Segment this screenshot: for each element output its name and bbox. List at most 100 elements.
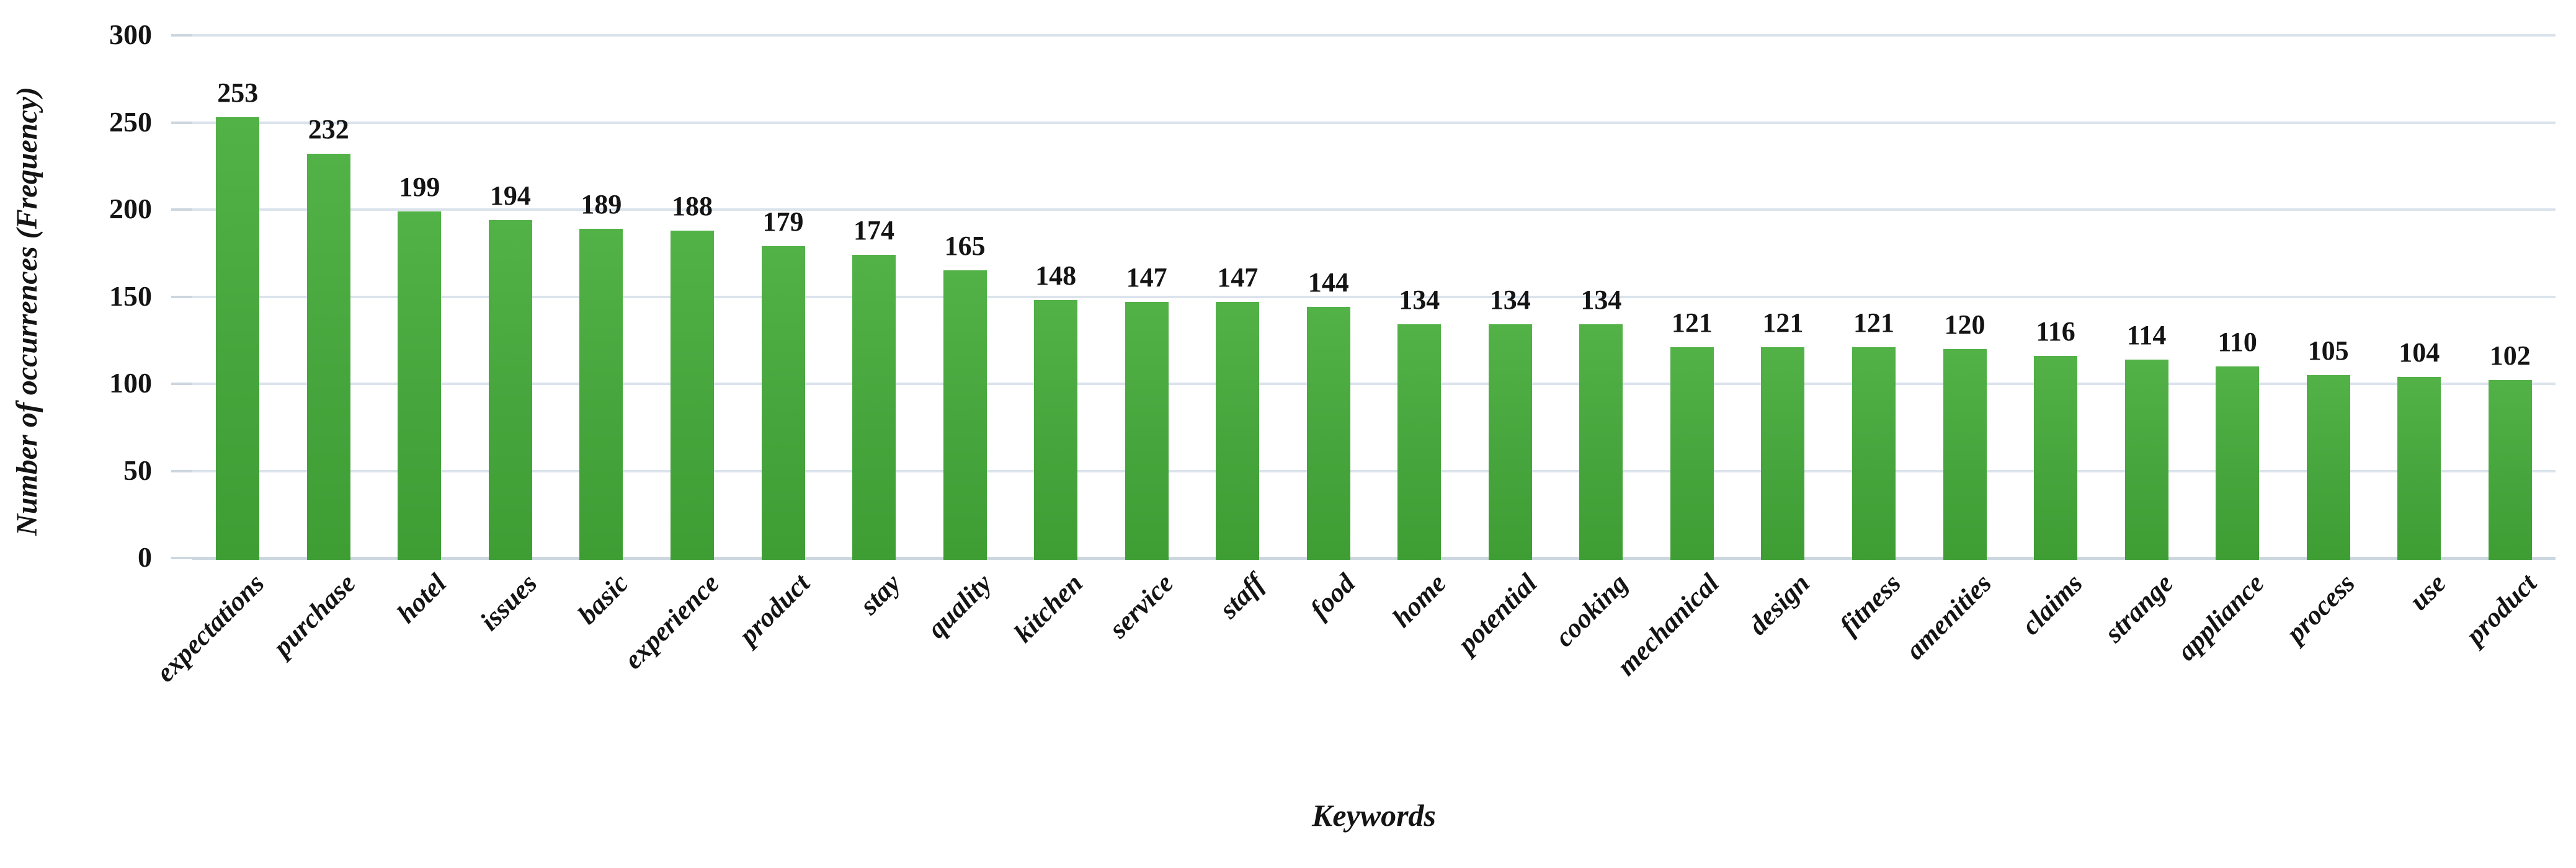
y-axis-tick-mark bbox=[171, 383, 192, 385]
bar-value-label: 102 bbox=[2489, 340, 2531, 371]
x-category-label: hotel bbox=[391, 567, 452, 629]
x-category-label: stay bbox=[853, 567, 907, 621]
y-axis-tick-label: 0 bbox=[138, 541, 152, 573]
bar-value-label: 144 bbox=[1308, 267, 1349, 298]
bar-6-experience bbox=[670, 230, 714, 560]
bar-value-label: 189 bbox=[581, 188, 622, 219]
y-axis-tick-label: 300 bbox=[109, 19, 152, 50]
x-category-label: strange bbox=[2098, 567, 2180, 649]
bar-value-label: 174 bbox=[853, 215, 895, 246]
bar-value-label: 121 bbox=[1762, 307, 1804, 338]
bar-10-kitchen bbox=[1034, 300, 1078, 560]
bar-11-service bbox=[1125, 301, 1169, 560]
bar-value-label: 134 bbox=[1489, 285, 1531, 316]
x-category-label: service bbox=[1103, 567, 1180, 644]
bar-value-label: 121 bbox=[1853, 307, 1894, 338]
bar-21-claims bbox=[2034, 356, 2078, 560]
bar-2-purchase bbox=[306, 154, 350, 560]
x-category-label: home bbox=[1386, 567, 1452, 634]
x-category-label: quality bbox=[921, 567, 998, 644]
bar-15-potential bbox=[1488, 324, 1532, 560]
y-axis-tick-label: 250 bbox=[109, 105, 152, 138]
bar-25-use bbox=[2397, 376, 2441, 560]
bar-4-issues bbox=[488, 219, 532, 560]
bar-24-process bbox=[2306, 374, 2350, 560]
bar-18-design bbox=[1761, 347, 1805, 560]
x-category-label: design bbox=[1742, 567, 1816, 641]
bar-value-label: 232 bbox=[308, 114, 349, 145]
x-category-label: potential bbox=[1451, 567, 1543, 659]
y-axis-tick-label: 50 bbox=[123, 454, 152, 486]
x-category-label: basic bbox=[571, 567, 634, 631]
x-axis-baseline bbox=[192, 556, 2556, 560]
bar-value-label: 121 bbox=[1671, 307, 1713, 338]
x-category-label: experience bbox=[617, 567, 725, 675]
bar-19-fitness bbox=[1852, 347, 1896, 560]
bar-value-label: 134 bbox=[1399, 285, 1440, 316]
x-category-label: appliance bbox=[2171, 567, 2270, 666]
bar-value-label: 253 bbox=[217, 78, 259, 108]
gridline bbox=[192, 383, 2556, 385]
x-category-label: issues bbox=[474, 567, 543, 637]
bar-value-label: 114 bbox=[2126, 319, 2167, 350]
x-category-label: product bbox=[2460, 567, 2543, 651]
gridline bbox=[192, 295, 2556, 298]
x-category-label: cooking bbox=[1549, 567, 1634, 653]
bar-13-food bbox=[1306, 307, 1350, 560]
y-axis-tick-label: 150 bbox=[109, 280, 152, 312]
bar-value-label: 179 bbox=[762, 206, 804, 237]
y-axis-tick-label: 200 bbox=[109, 193, 152, 224]
x-category-label: product bbox=[733, 567, 816, 651]
x-category-label: use bbox=[2403, 567, 2452, 616]
bar-3-hotel bbox=[398, 211, 442, 560]
bar-26-product bbox=[2488, 380, 2532, 560]
gridline bbox=[192, 121, 2556, 124]
y-axis-tick-mark bbox=[171, 121, 192, 124]
bar-value-label: 188 bbox=[671, 190, 713, 221]
bar-9-quality bbox=[943, 270, 987, 560]
bar-value-label: 105 bbox=[2307, 335, 2349, 366]
bar-value-label: 148 bbox=[1035, 260, 1077, 291]
x-category-label: amenities bbox=[1899, 567, 1998, 666]
x-category-label: fitness bbox=[1833, 567, 1907, 641]
gridline bbox=[192, 34, 2556, 37]
y-axis-tick-label: 100 bbox=[109, 367, 152, 399]
y-axis-tick-mark bbox=[171, 208, 192, 211]
x-category-label: food bbox=[1304, 567, 1362, 625]
x-category-label: purchase bbox=[267, 567, 362, 663]
bar-5-basic bbox=[579, 228, 623, 560]
y-axis-tick-mark bbox=[171, 557, 192, 559]
bar-value-label: 110 bbox=[2217, 326, 2257, 357]
bar-16-cooking bbox=[1579, 324, 1623, 560]
x-axis-title: Keywords bbox=[1312, 798, 1436, 833]
y-axis-tick-mark bbox=[171, 34, 192, 37]
y-axis-tick-mark bbox=[171, 295, 192, 298]
gridline bbox=[192, 469, 2556, 472]
bar-value-label: 165 bbox=[944, 231, 986, 262]
bar-22-strange bbox=[2124, 359, 2168, 560]
bar-value-label: 147 bbox=[1217, 262, 1259, 293]
bar-value-label: 147 bbox=[1126, 262, 1167, 293]
bar-value-label: 199 bbox=[399, 171, 440, 202]
gridline bbox=[192, 208, 2556, 211]
bar-value-label: 194 bbox=[489, 180, 531, 211]
bar-value-label: 104 bbox=[2399, 337, 2440, 368]
x-category-label: kitchen bbox=[1007, 567, 1089, 649]
x-category-label: expectations bbox=[150, 567, 270, 688]
bar-20-amenities bbox=[1943, 348, 1987, 560]
bar-value-label: 120 bbox=[1944, 309, 1985, 340]
x-category-label: process bbox=[2280, 567, 2361, 649]
x-category-label: staff bbox=[1213, 567, 1270, 624]
bar-8-stay bbox=[852, 255, 896, 560]
bar-17-mechanical bbox=[1670, 347, 1714, 560]
bar-value-label: 116 bbox=[2036, 316, 2075, 347]
bar-7-product bbox=[761, 246, 805, 560]
bar-12-staff bbox=[1216, 301, 1260, 560]
bar-value-label: 134 bbox=[1580, 285, 1622, 316]
bar-1-expectations bbox=[216, 117, 260, 560]
